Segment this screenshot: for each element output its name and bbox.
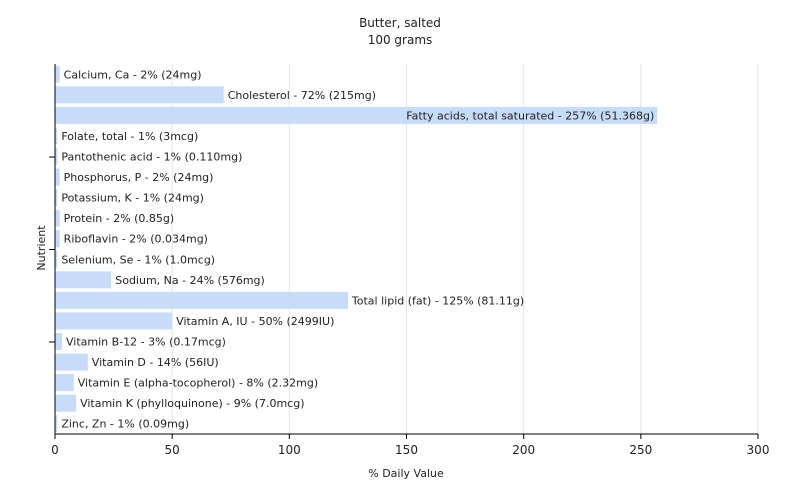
- bar-label: Potassium, K - 1% (24mg): [61, 192, 204, 205]
- bar: [55, 250, 58, 268]
- bar: [55, 394, 77, 412]
- x-axis-label: % Daily Value: [368, 467, 444, 480]
- bar-label: Fatty acids, total saturated - 257% (51.…: [406, 109, 654, 122]
- bar: [55, 333, 63, 350]
- bar-label: Vitamin D - 14% (56IU): [92, 356, 219, 369]
- x-tick-label: 150: [395, 443, 418, 457]
- bar: [55, 86, 224, 104]
- bar-label: Vitamin B-12 - 3% (0.17mcg): [66, 336, 226, 349]
- bar: [55, 148, 58, 165]
- grid-lines: [171, 64, 759, 434]
- bar-label: Pantothenic acid - 1% (0.110mg): [61, 151, 242, 164]
- bar-label: Sodium, Na - 24% (576mg): [115, 274, 265, 287]
- bars: Calcium, Ca - 2% (24mg) Cholesterol - 72%…: [55, 65, 658, 433]
- bar-label: Zinc, Zn - 1% (0.09mg): [61, 418, 189, 431]
- bar: [55, 374, 74, 392]
- bar: [55, 106, 658, 124]
- bar: [55, 353, 88, 371]
- bar: [55, 415, 58, 433]
- bar: [55, 65, 60, 83]
- bar: [55, 189, 58, 207]
- x-tick-label: 200: [512, 443, 535, 457]
- bar-label: Total lipid (fat) - 125% (81.11g): [351, 294, 524, 307]
- x-tick-label: 250: [629, 443, 652, 457]
- bar-label: Vitamin E (alpha-tocopherol) - 8% (2.32m…: [78, 377, 318, 390]
- chart-subtitle: 100 grams: [368, 33, 433, 47]
- axes: 0 50 100 150 200 250 300: [49, 64, 769, 457]
- x-tick-label: 100: [278, 443, 301, 457]
- bar: [55, 209, 60, 227]
- bar: [55, 127, 58, 145]
- bar-label: Selenium, Se - 1% (1.0mcg): [61, 253, 215, 266]
- bar-label: Vitamin A, IU - 50% (2499IU): [176, 315, 334, 328]
- bar: [55, 312, 173, 330]
- bar-label: Folate, total - 1% (3mcg): [61, 130, 198, 143]
- chart-title: Butter, salted: [359, 16, 441, 30]
- bar: [55, 168, 60, 186]
- bar-label: Cholesterol - 72% (215mg): [228, 89, 376, 102]
- bar-label: Riboflavin - 2% (0.034mg): [64, 233, 208, 246]
- x-tick-label: 300: [747, 443, 770, 457]
- bar: [55, 230, 60, 248]
- bar-label: Vitamin K (phylloquinone) - 9% (7.0mcg): [80, 397, 304, 410]
- bar-label: Protein - 2% (0.85g): [64, 212, 175, 225]
- bar: [55, 271, 112, 289]
- bar-label: Phosphorus, P - 2% (24mg): [64, 171, 214, 184]
- y-axis-label: Nutrient: [35, 225, 48, 271]
- x-tick-label: 0: [51, 443, 59, 457]
- bar-label: Calcium, Ca - 2% (24mg): [64, 68, 202, 81]
- x-tick-label: 50: [165, 443, 180, 457]
- bar: [55, 291, 348, 309]
